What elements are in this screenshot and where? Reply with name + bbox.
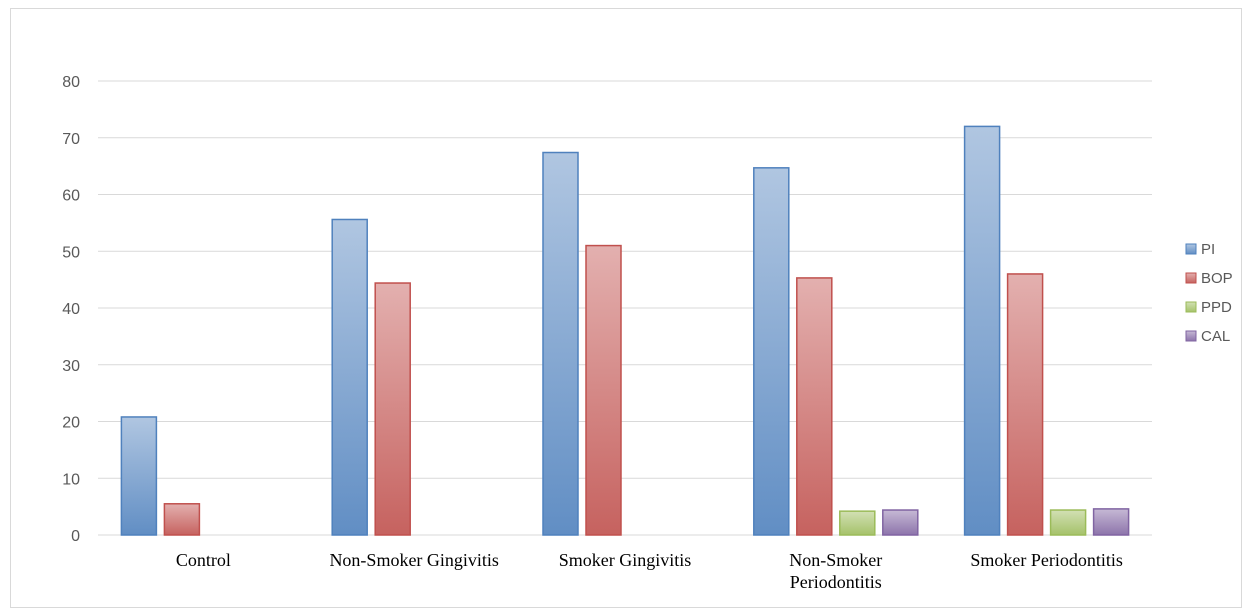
bar-bop-2 bbox=[585, 244, 622, 536]
y-tick-label: 10 bbox=[62, 471, 80, 488]
bar-pi-3 bbox=[753, 167, 790, 536]
bar-bop-0 bbox=[163, 503, 201, 536]
bar-bop-3 bbox=[796, 277, 833, 536]
legend-swatch-bop bbox=[1185, 272, 1197, 284]
legend-label-pi: PI bbox=[1201, 241, 1215, 258]
y-tick-label: 0 bbox=[71, 528, 80, 545]
x-tick-label: Non-Smoker Gingivitis bbox=[329, 550, 499, 570]
bar-pi-4 bbox=[963, 125, 1001, 536]
legend-label-bop: BOP bbox=[1201, 270, 1233, 287]
bar-cal-3 bbox=[882, 509, 919, 536]
y-tick-label: 80 bbox=[62, 74, 80, 91]
legend-swatch-cal bbox=[1185, 330, 1197, 342]
bar-cal-4 bbox=[1092, 508, 1130, 536]
legend-swatch-ppd bbox=[1185, 301, 1197, 313]
bar-pi-2 bbox=[542, 151, 579, 536]
bar-bop-4 bbox=[1006, 273, 1044, 536]
bar-bop-1 bbox=[374, 282, 411, 536]
y-tick-label: 40 bbox=[62, 301, 80, 318]
bar-ppd-3 bbox=[839, 510, 876, 536]
bar-pi-1 bbox=[331, 218, 368, 536]
legend-label-cal: CAL bbox=[1201, 328, 1230, 345]
x-tick-label: Non-Smoker Periodontitis bbox=[789, 550, 882, 592]
y-tick-label: 20 bbox=[62, 415, 80, 432]
legend-swatch-pi bbox=[1185, 243, 1197, 255]
x-tick-label: Smoker Gingivitis bbox=[559, 550, 692, 570]
axes: 0 10 20 30 40 50 60 70 80 Control Non-Smoker Gingi… bbox=[62, 74, 1123, 592]
legend: PI BOP PPD CAL bbox=[1185, 241, 1233, 345]
x-tick-label: Control bbox=[176, 550, 231, 570]
y-tick-label: 30 bbox=[62, 358, 80, 375]
y-tick-label: 60 bbox=[62, 188, 80, 205]
bar-pi-0 bbox=[120, 416, 158, 536]
y-tick-label: 50 bbox=[62, 244, 80, 261]
bar-ppd-4 bbox=[1049, 509, 1087, 536]
legend-label-ppd: PPD bbox=[1201, 299, 1232, 316]
bars bbox=[120, 125, 1130, 536]
y-tick-label: 70 bbox=[62, 131, 80, 148]
bar-chart: 0 10 20 30 40 50 60 70 80 Control Non-Smoker Gingi… bbox=[62, 74, 1233, 592]
x-tick-label: Smoker Periodontitis bbox=[970, 550, 1123, 570]
